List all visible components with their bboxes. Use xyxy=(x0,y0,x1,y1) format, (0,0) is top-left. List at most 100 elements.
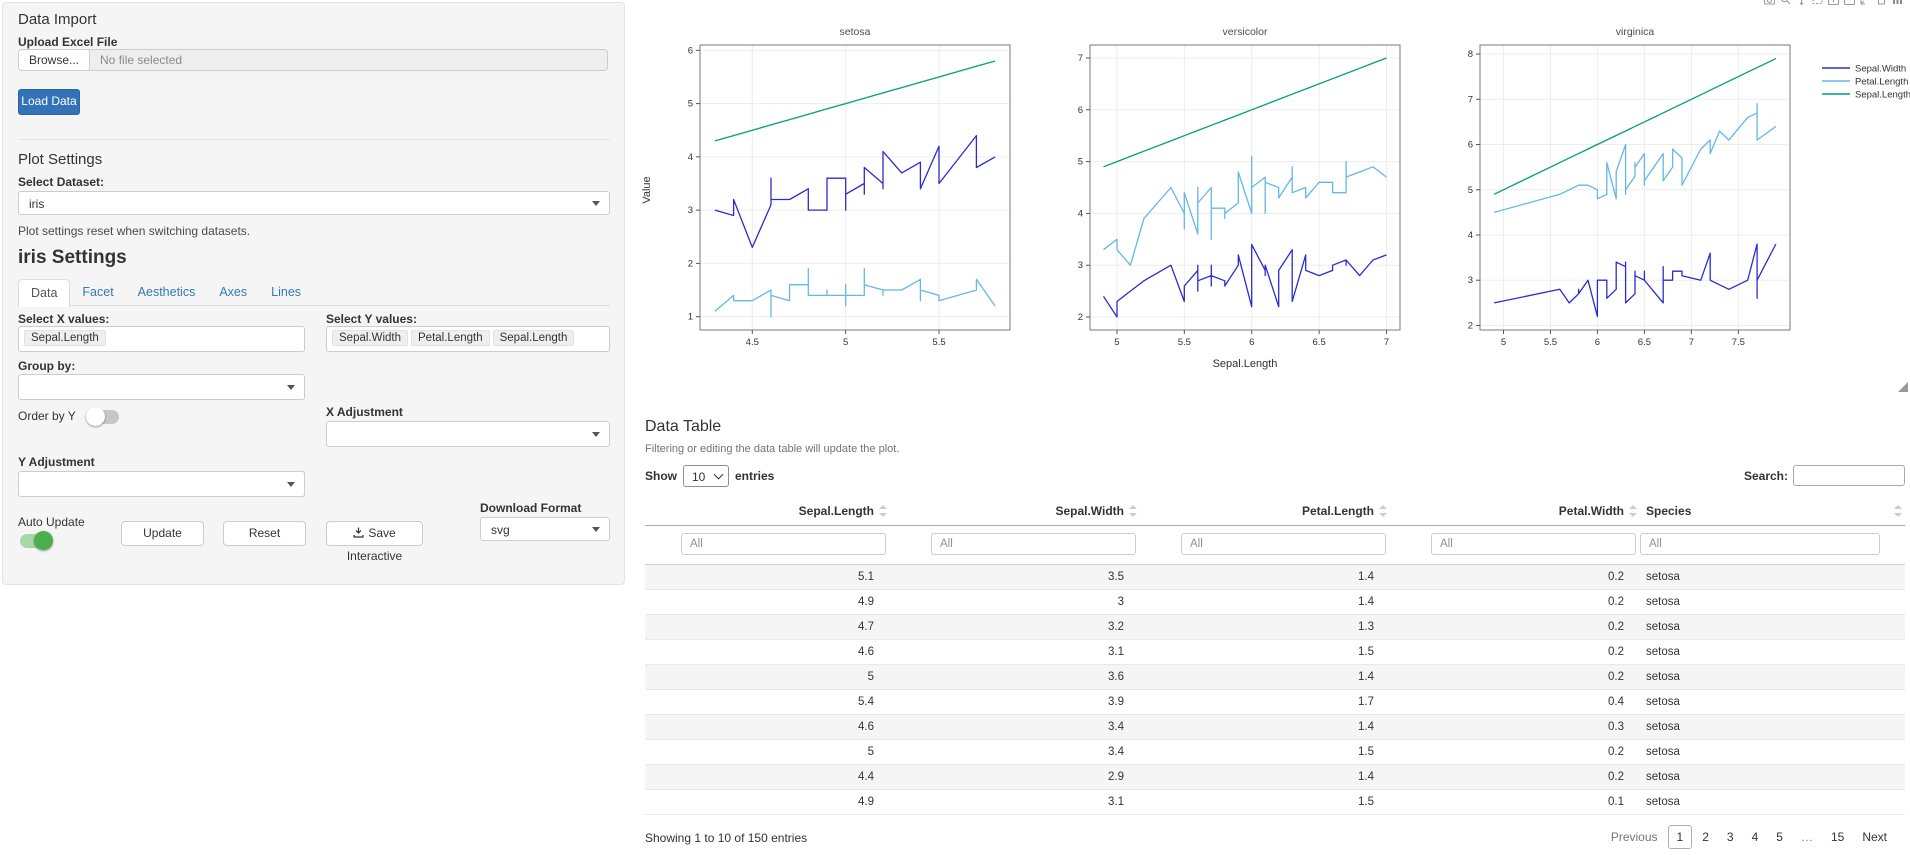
sort-icon[interactable] xyxy=(1379,505,1387,517)
table-cell[interactable]: 1.5 xyxy=(1140,639,1390,665)
zoom-in-icon[interactable] xyxy=(1827,0,1840,7)
filter-input-sepal-width[interactable] xyxy=(931,533,1136,555)
order-by-y-toggle[interactable] xyxy=(86,407,119,426)
x-values-input[interactable]: Sepal.Length xyxy=(18,326,305,352)
pagination-previous[interactable]: Previous xyxy=(1610,830,1658,844)
pagination-page-3[interactable]: 3 xyxy=(1726,830,1734,844)
home-icon[interactable] xyxy=(1875,0,1888,7)
value-chip[interactable]: Petal.Length xyxy=(411,330,490,346)
table-row[interactable]: 4.6 3.4 1.4 0.3 setosa xyxy=(645,714,1905,740)
table-cell[interactable]: 0.4 xyxy=(1390,689,1640,715)
sort-icon[interactable] xyxy=(879,505,887,517)
pagination-page-1[interactable]: 1 xyxy=(1667,825,1693,849)
page-length-select[interactable]: 10 xyxy=(683,465,729,487)
table-cell[interactable]: 5.4 xyxy=(645,689,890,715)
reset-button[interactable]: Reset xyxy=(223,521,306,546)
table-cell[interactable]: 1.4 xyxy=(1140,764,1390,790)
table-cell[interactable]: setosa xyxy=(1640,689,1905,715)
save-interactive-button[interactable]: Save Interactive xyxy=(326,521,423,563)
table-cell[interactable]: 4.6 xyxy=(645,714,890,740)
filter-input-petal-width[interactable] xyxy=(1431,533,1636,555)
table-cell[interactable]: 0.1 xyxy=(1390,789,1640,815)
sort-icon[interactable] xyxy=(1894,505,1902,517)
autoscale-icon[interactable] xyxy=(1859,0,1872,7)
table-cell[interactable]: 1.5 xyxy=(1140,789,1390,815)
browse-button[interactable]: Browse... xyxy=(19,50,91,70)
y-adjustment-select[interactable] xyxy=(18,471,305,497)
value-chip[interactable]: Sepal.Length xyxy=(492,330,575,346)
filter-input-petal-length[interactable] xyxy=(1181,533,1386,555)
table-cell[interactable]: 1.5 xyxy=(1140,739,1390,765)
table-cell[interactable]: 0.2 xyxy=(1390,564,1640,590)
pagination-page-15[interactable]: 15 xyxy=(1830,830,1845,844)
zoom-icon[interactable] xyxy=(1779,0,1792,7)
box-select-icon[interactable] xyxy=(1811,0,1824,7)
table-cell[interactable]: setosa xyxy=(1640,764,1905,790)
table-cell[interactable]: 2.9 xyxy=(890,764,1140,790)
column-header-sepal-length[interactable]: Sepal.Length xyxy=(645,497,890,526)
column-header-species[interactable]: Species xyxy=(1640,497,1905,526)
tab-lines[interactable]: Lines xyxy=(271,285,302,299)
table-cell[interactable]: 3.6 xyxy=(890,664,1140,690)
table-cell[interactable]: 5 xyxy=(645,739,890,765)
camera-icon[interactable] xyxy=(1763,0,1776,7)
search-input[interactable] xyxy=(1793,465,1905,486)
value-chip[interactable]: Sepal.Length xyxy=(24,330,106,346)
filter-input-sepal-length[interactable] xyxy=(681,533,886,555)
table-cell[interactable]: 1.7 xyxy=(1140,689,1390,715)
table-cell[interactable]: 1.3 xyxy=(1140,614,1390,640)
table-cell[interactable]: 3.4 xyxy=(890,739,1140,765)
table-row[interactable]: 4.7 3.2 1.3 0.2 setosa xyxy=(645,614,1905,640)
table-cell[interactable]: 0.2 xyxy=(1390,664,1640,690)
auto-update-toggle[interactable] xyxy=(20,531,53,550)
table-cell[interactable]: 0.2 xyxy=(1390,739,1640,765)
table-cell[interactable]: setosa xyxy=(1640,564,1905,590)
plotly-logo-icon[interactable] xyxy=(1891,0,1904,7)
table-cell[interactable]: 0.2 xyxy=(1390,614,1640,640)
download-format-select[interactable]: svg xyxy=(480,517,610,541)
table-row[interactable]: 4.9 3 1.4 0.2 setosa xyxy=(645,589,1905,615)
table-cell[interactable]: setosa xyxy=(1640,739,1905,765)
table-cell[interactable]: 3.2 xyxy=(890,614,1140,640)
table-cell[interactable]: 3.5 xyxy=(890,564,1140,590)
load-data-button[interactable]: Load Data xyxy=(18,89,80,115)
table-cell[interactable]: 0.3 xyxy=(1390,714,1640,740)
tab-data[interactable]: Data xyxy=(18,279,71,307)
table-cell[interactable]: setosa xyxy=(1640,714,1905,740)
table-cell[interactable]: 1.4 xyxy=(1140,714,1390,740)
value-chip[interactable]: Sepal.Width xyxy=(332,330,409,346)
sort-icon[interactable] xyxy=(1129,505,1137,517)
table-cell[interactable]: setosa xyxy=(1640,614,1905,640)
table-cell[interactable]: 5 xyxy=(645,664,890,690)
table-cell[interactable]: 1.4 xyxy=(1140,664,1390,690)
zoom-out-icon[interactable] xyxy=(1843,0,1856,7)
table-cell[interactable]: 1.4 xyxy=(1140,564,1390,590)
tab-facet[interactable]: Facet xyxy=(82,285,114,299)
table-cell[interactable]: 4.7 xyxy=(645,614,890,640)
column-header-sepal-width[interactable]: Sepal.Width xyxy=(890,497,1140,526)
table-cell[interactable]: 0.2 xyxy=(1390,764,1640,790)
table-row[interactable]: 4.9 3.1 1.5 0.1 setosa xyxy=(645,789,1905,815)
table-row[interactable]: 5 3.4 1.5 0.2 setosa xyxy=(645,739,1905,765)
x-adjustment-select[interactable] xyxy=(326,421,610,447)
tab-aesthetics[interactable]: Aesthetics xyxy=(137,285,196,299)
table-cell[interactable]: 1.4 xyxy=(1140,589,1390,615)
table-cell[interactable]: 4.9 xyxy=(645,589,890,615)
column-header-petal-width[interactable]: Petal.Width xyxy=(1390,497,1640,526)
file-input[interactable]: Browse... No file selected xyxy=(18,49,608,71)
table-row[interactable]: 4.6 3.1 1.5 0.2 setosa xyxy=(645,639,1905,665)
column-header-petal-length[interactable]: Petal.Length xyxy=(1140,497,1390,526)
filter-input-species[interactable] xyxy=(1640,533,1880,555)
table-cell[interactable]: 0.2 xyxy=(1390,639,1640,665)
tab-axes[interactable]: Axes xyxy=(219,285,248,299)
table-row[interactable]: 5.4 3.9 1.7 0.4 setosa xyxy=(645,689,1905,715)
table-cell[interactable]: 0.2 xyxy=(1390,589,1640,615)
table-cell[interactable]: 3.9 xyxy=(890,689,1140,715)
table-cell[interactable]: setosa xyxy=(1640,589,1905,615)
pagination-next[interactable]: Next xyxy=(1862,830,1887,844)
group-by-select[interactable] xyxy=(18,374,305,400)
table-cell[interactable]: 3.1 xyxy=(890,789,1140,815)
table-cell[interactable]: 3.1 xyxy=(890,639,1140,665)
table-cell[interactable]: 3.4 xyxy=(890,714,1140,740)
table-cell[interactable]: 4.4 xyxy=(645,764,890,790)
